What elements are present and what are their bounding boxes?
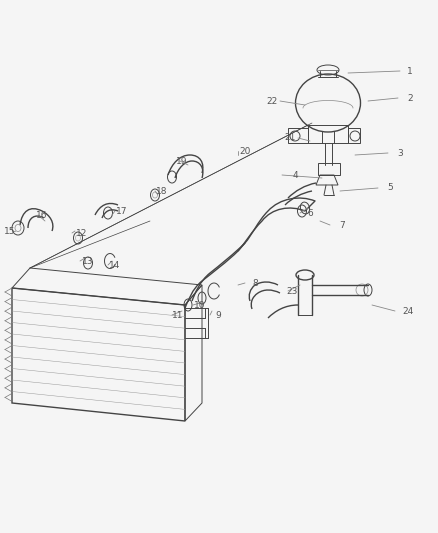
Text: 5: 5 xyxy=(387,183,393,192)
Text: 20: 20 xyxy=(239,147,251,156)
Text: 7: 7 xyxy=(339,221,345,230)
Text: 24: 24 xyxy=(403,306,413,316)
Text: 2: 2 xyxy=(407,93,413,102)
Text: 18: 18 xyxy=(156,187,168,196)
Text: 10: 10 xyxy=(194,301,206,310)
Text: 23: 23 xyxy=(286,287,298,295)
Text: 9: 9 xyxy=(215,311,221,319)
Text: 15: 15 xyxy=(4,227,16,236)
Text: 22: 22 xyxy=(266,96,278,106)
Text: 14: 14 xyxy=(110,261,121,270)
Text: 19: 19 xyxy=(176,157,188,166)
Text: 21: 21 xyxy=(284,133,296,142)
Text: 17: 17 xyxy=(116,206,128,215)
Text: 16: 16 xyxy=(36,211,48,220)
Text: 1: 1 xyxy=(407,67,413,76)
Text: 11: 11 xyxy=(172,311,184,319)
Text: 6: 6 xyxy=(307,208,313,217)
Text: 8: 8 xyxy=(252,279,258,287)
Text: 4: 4 xyxy=(292,171,298,180)
Text: 13: 13 xyxy=(82,256,94,265)
Text: 3: 3 xyxy=(397,149,403,157)
Text: 12: 12 xyxy=(76,229,88,238)
